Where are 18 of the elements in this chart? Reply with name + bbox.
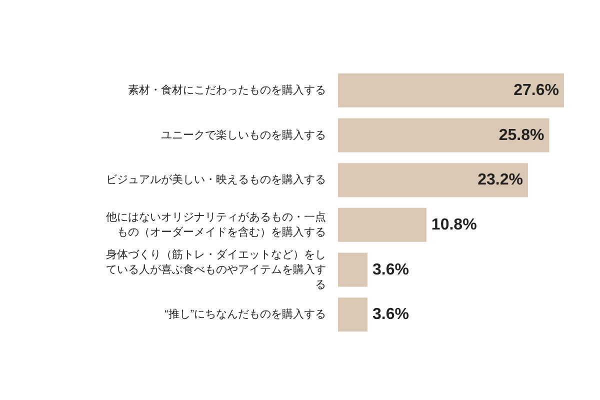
data-label: 25.8% (498, 126, 544, 144)
data-label: 3.6% (372, 261, 409, 278)
data-label: 3.6% (372, 306, 409, 324)
bar (338, 118, 550, 152)
bar (338, 208, 426, 242)
bar (338, 298, 368, 332)
y-tick-label: 素材・食材にこだわったものを購入する (128, 83, 326, 96)
y-tick-label: 身体づくり（筋トレ・ダイエットなど）をしている人が喜ぶ食べものやアイテムを購入する (106, 248, 326, 291)
y-tick-label: ビジュアルが美しい・映えるものを購入する (106, 173, 326, 186)
y-tick-label: 他にはないオリジナリティがあるもの・一点もの（オーダーメイドを含む）を購入する (106, 210, 326, 238)
data-label: 10.8% (431, 216, 477, 234)
y-tick-label: ユニークで楽しいものを購入する (161, 128, 326, 142)
data-label: 27.6% (514, 82, 559, 99)
bar (338, 163, 528, 198)
bar (338, 252, 368, 287)
y-tick-label: “推し”にちなんだものを購入する (164, 308, 326, 321)
bar (338, 73, 564, 108)
data-label: 23.2% (478, 172, 523, 189)
